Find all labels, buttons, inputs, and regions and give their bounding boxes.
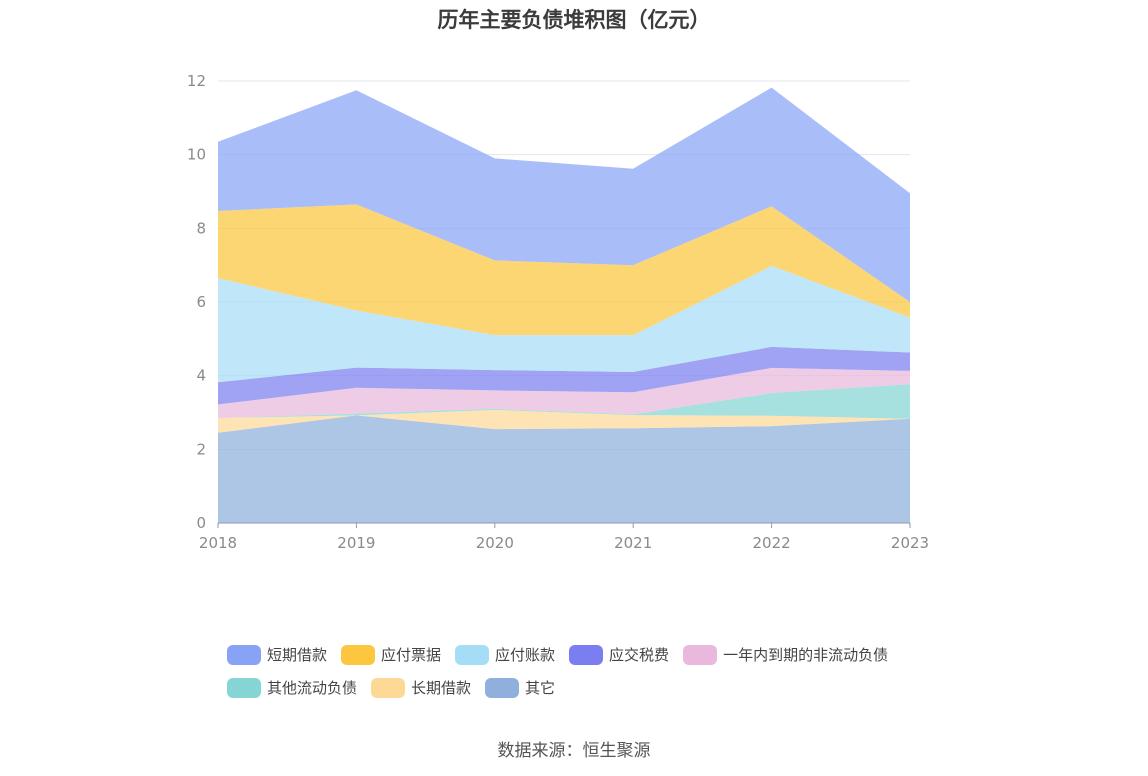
area-短期借款 xyxy=(218,87,910,302)
area-应付账款 xyxy=(218,265,910,383)
legend-item[interactable]: 应付账款 xyxy=(455,644,555,665)
legend-swatch xyxy=(227,677,261,698)
legend-item[interactable]: 短期借款 xyxy=(227,644,327,665)
area-其他流动负债 xyxy=(218,384,910,419)
data-source: 数据来源：恒生聚源 xyxy=(497,741,651,761)
legend-item[interactable]: 长期借款 xyxy=(371,677,471,698)
legend-label: 一年内到期的非流动负债 xyxy=(723,646,889,664)
area-一年内到期的非流动负债 xyxy=(218,367,910,418)
x-tick-label: 2021 xyxy=(614,534,652,552)
x-tick-label: 2018 xyxy=(199,534,237,552)
y-tick-label: 10 xyxy=(187,146,206,164)
legend-swatch xyxy=(341,644,376,665)
area-长期借款 xyxy=(218,409,910,433)
legend-swatch xyxy=(485,677,520,698)
area-应付票据 xyxy=(218,204,910,336)
legend-swatch xyxy=(569,644,604,665)
legend: 短期借款 应付票据 应付账款 应交税费 一年内到期的非流动负债其他流动负债 长期借款 其它 xyxy=(227,638,987,704)
legend-item[interactable]: 其他流动负债 xyxy=(227,677,357,698)
legend-row: 其他流动负债 长期借款 其它 xyxy=(227,671,987,704)
legend-swatch xyxy=(455,644,490,665)
area-series xyxy=(218,87,910,523)
stacked-area-chart: 0 2 4 6 8 10 12 2018 2019 2020 2021 2022 2023 xyxy=(187,72,929,552)
x-tick-label: 2022 xyxy=(753,534,791,552)
area-其它 xyxy=(218,415,910,523)
legend-item[interactable]: 应付票据 xyxy=(341,644,441,665)
y-tick-label: 8 xyxy=(196,219,206,237)
legend-label: 长期借款 xyxy=(411,679,472,697)
x-tick-label: 2019 xyxy=(337,534,375,552)
legend-label: 应付账款 xyxy=(495,646,556,664)
legend-label: 其他流动负债 xyxy=(267,679,358,697)
chart-title: 历年主要负债堆积图（亿元） xyxy=(437,8,711,32)
y-tick-label: 6 xyxy=(196,293,206,311)
y-tick-label: 4 xyxy=(196,367,206,385)
y-tick-label: 12 xyxy=(187,72,206,90)
legend-label: 应付票据 xyxy=(381,646,442,664)
legend-swatch xyxy=(371,677,406,698)
legend-label: 应交税费 xyxy=(609,646,670,664)
legend-item[interactable]: 其它 xyxy=(485,677,555,698)
area-应交税费 xyxy=(218,346,910,405)
legend-swatch xyxy=(683,644,718,665)
axes: 0 2 4 6 8 10 12 2018 2019 2020 2021 2022 2023 xyxy=(187,72,929,552)
legend-label: 其它 xyxy=(525,679,556,697)
legend-item[interactable]: 应交税费 xyxy=(569,644,669,665)
legend-row: 短期借款 应付票据 应付账款 应交税费 一年内到期的非流动负债 xyxy=(227,638,987,671)
legend-item[interactable]: 一年内到期的非流动负债 xyxy=(683,644,888,665)
y-tick-label: 2 xyxy=(196,440,206,458)
legend-swatch xyxy=(227,644,261,665)
x-tick-label: 2020 xyxy=(476,534,514,552)
legend-label: 短期借款 xyxy=(267,646,328,664)
x-tick-label: 2023 xyxy=(891,534,929,552)
y-tick-label: 0 xyxy=(196,514,206,532)
